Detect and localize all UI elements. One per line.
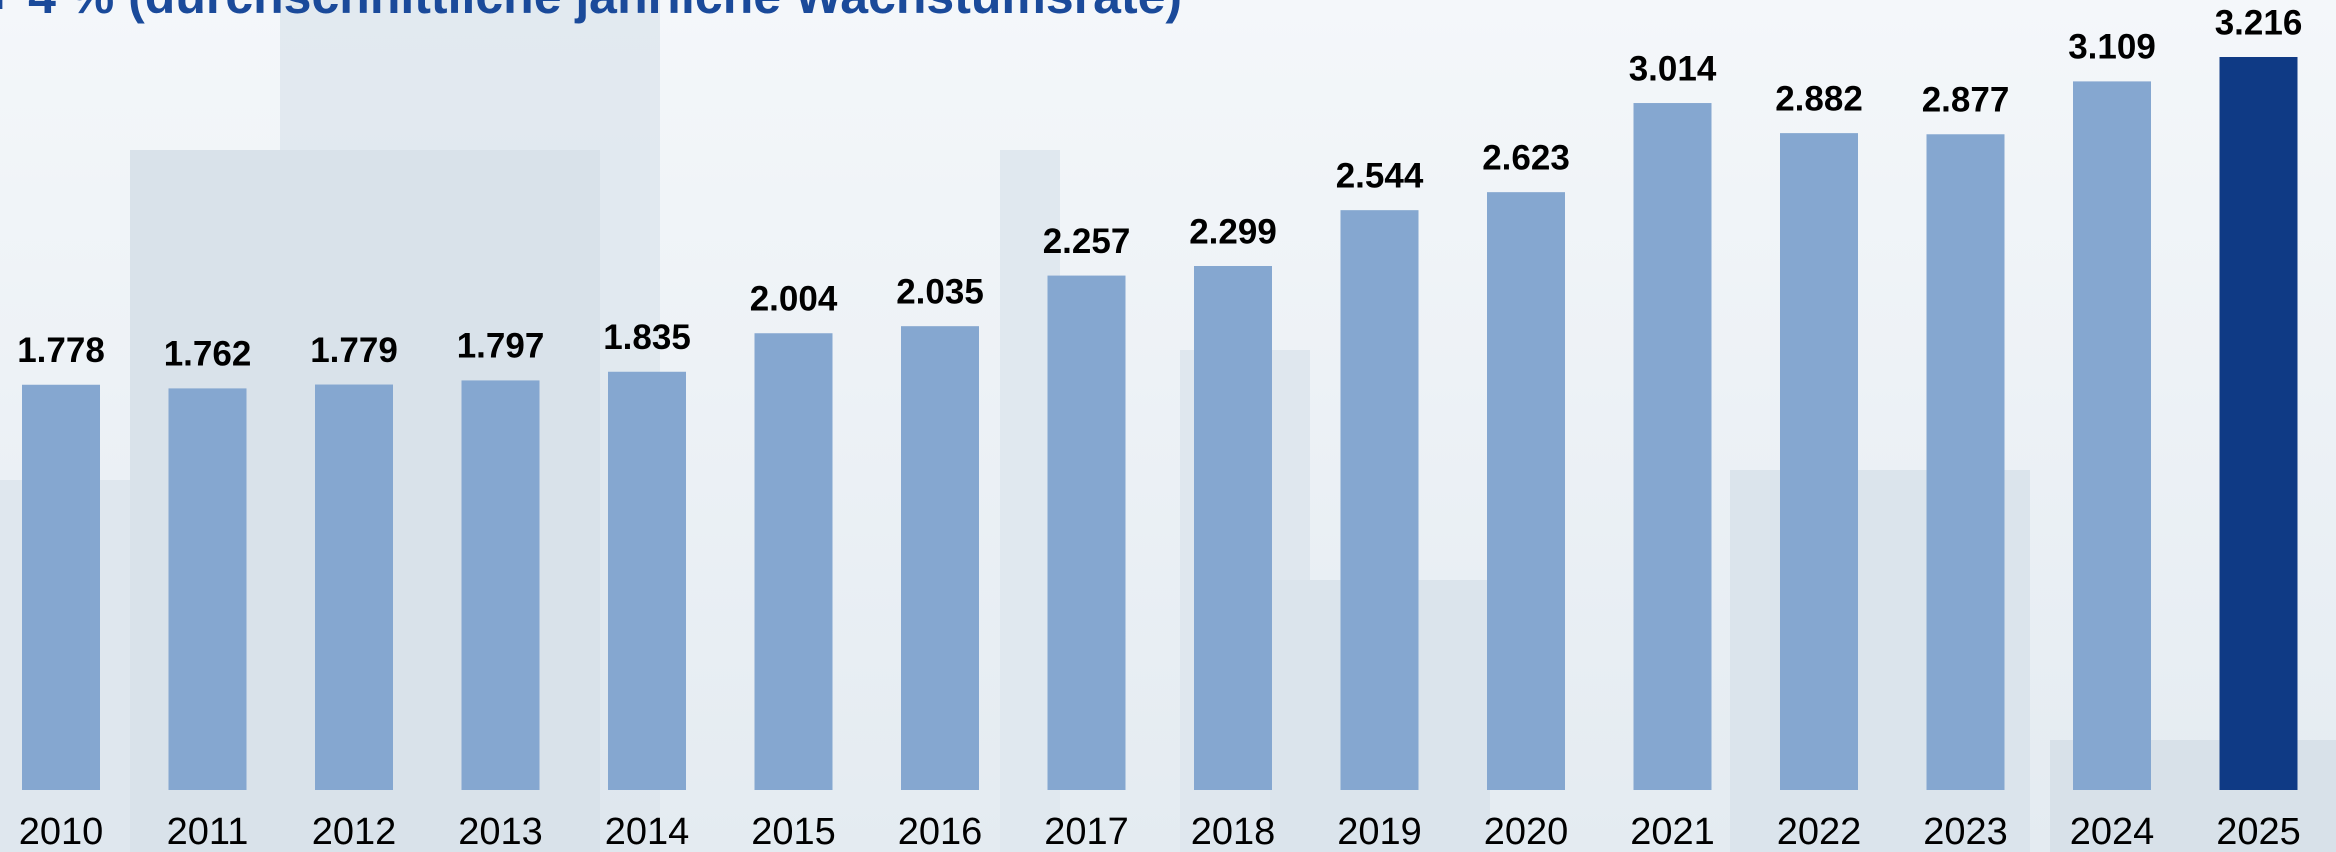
bar (2073, 81, 2151, 790)
value-label: 2.544 (1336, 156, 1424, 195)
value-label: 1.797 (457, 327, 545, 366)
x-tick-label: 2014 (605, 811, 690, 852)
value-label: 2.882 (1775, 79, 1863, 118)
x-tick-label: 2023 (1923, 811, 2008, 852)
x-tick-label: 2015 (751, 811, 836, 852)
value-label: 3.109 (2068, 28, 2156, 67)
value-label: 1.835 (603, 318, 691, 357)
value-label: 2.623 (1482, 138, 1570, 177)
bar (315, 384, 393, 790)
x-tick-label: 2010 (19, 811, 104, 852)
x-tick-label: 2019 (1337, 811, 1422, 852)
bar (901, 326, 979, 790)
x-tick-label: 2011 (167, 811, 249, 852)
x-tick-label: 2016 (898, 811, 983, 852)
bar (608, 371, 686, 790)
bar (22, 384, 100, 790)
bar (1487, 192, 1565, 790)
value-label: 1.778 (17, 331, 105, 370)
bar (1926, 134, 2005, 790)
value-label: 2.299 (1189, 212, 1277, 251)
bar (754, 333, 833, 790)
x-tick-label: 2020 (1484, 811, 1569, 852)
x-tick-label: 2013 (458, 811, 543, 852)
bar (2219, 57, 2298, 790)
bar (1047, 275, 1126, 791)
value-label: 2.257 (1043, 222, 1131, 261)
bar (1194, 266, 1272, 791)
x-tick-label: 2012 (312, 811, 397, 852)
value-label: 2.877 (1922, 81, 2010, 120)
value-label: 1.762 (164, 335, 252, 374)
bar (1340, 210, 1419, 790)
x-tick-label: 2022 (1777, 811, 1862, 852)
x-tick-label: 2024 (2070, 811, 2155, 852)
chart-title: + 4 % (durchschnittliche jährliche Wachs… (0, 0, 1182, 24)
bar (1780, 133, 1858, 791)
value-label: 2.004 (750, 279, 838, 318)
value-label: 3.216 (2215, 3, 2303, 42)
x-tick-label: 2018 (1191, 811, 1276, 852)
x-tick-label: 2021 (1630, 811, 1715, 852)
value-label: 2.035 (896, 272, 984, 311)
bar (168, 388, 247, 790)
bar (461, 380, 540, 790)
x-tick-label: 2017 (1044, 811, 1129, 852)
value-label: 1.779 (310, 331, 398, 370)
x-tick-label: 2025 (2216, 811, 2301, 852)
value-label: 3.014 (1629, 49, 1717, 88)
bar (1633, 103, 1712, 791)
